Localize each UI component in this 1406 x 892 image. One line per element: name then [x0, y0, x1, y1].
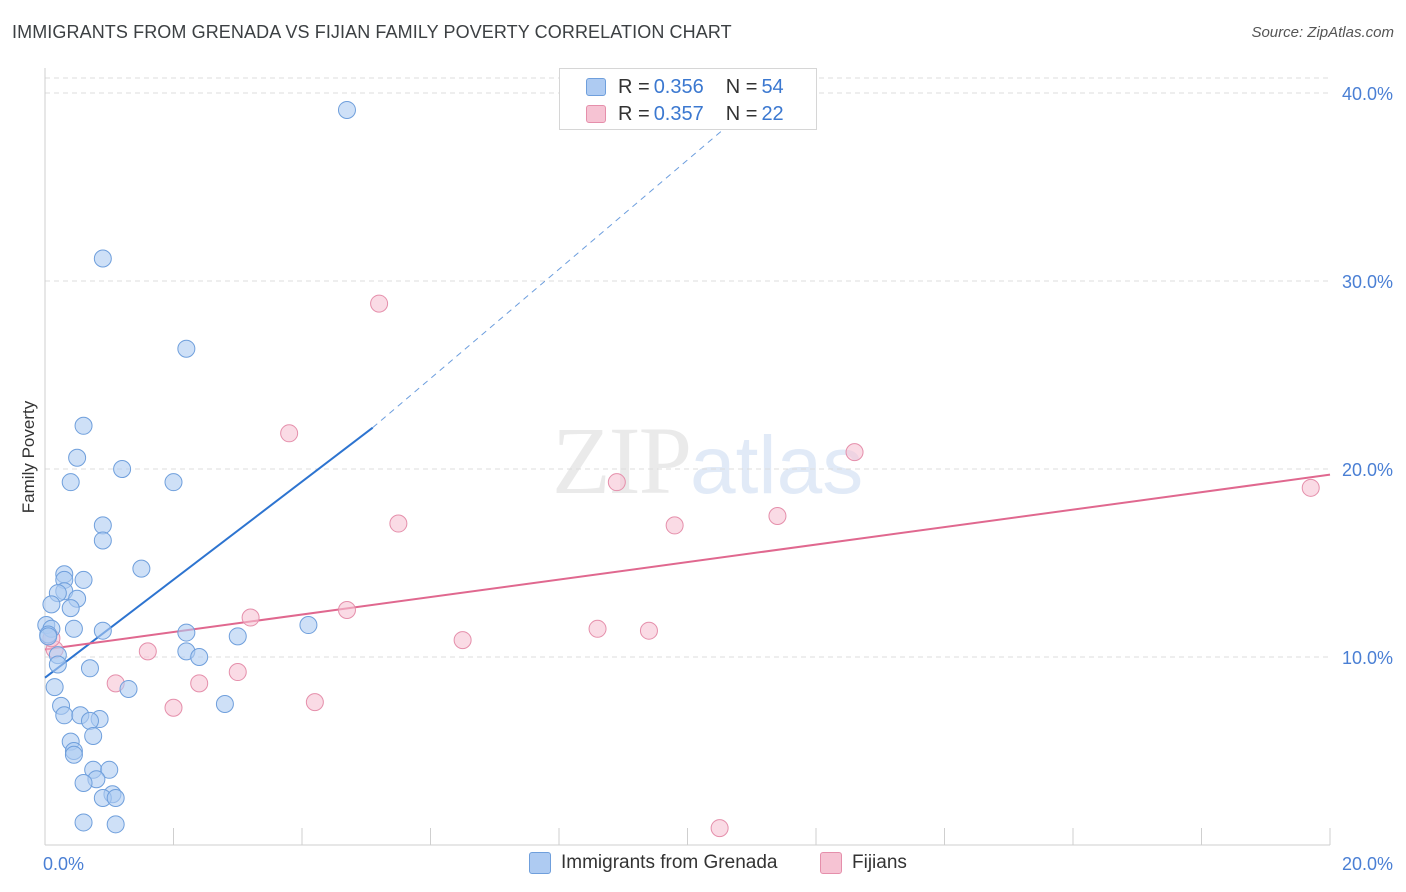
point-fijians [138, 642, 157, 661]
point-grenada [61, 599, 80, 618]
point-grenada [132, 559, 151, 578]
point-fijians [280, 424, 299, 443]
point-grenada [93, 531, 112, 550]
point-grenada [190, 648, 209, 667]
point-fijians [665, 516, 684, 535]
point-fijians [588, 619, 607, 638]
point-grenada [42, 595, 61, 614]
point-grenada [100, 760, 119, 779]
point-grenada [74, 416, 93, 435]
point-grenada [164, 473, 183, 492]
point-fijians [228, 663, 247, 682]
point-grenada [39, 627, 58, 646]
point-grenada [228, 627, 247, 646]
point-grenada [48, 655, 67, 674]
legend-r-label: R = [618, 102, 650, 125]
legend-r-value: 0.357 [653, 102, 704, 125]
point-grenada [177, 623, 196, 642]
y-tick-label: 10.0% [1342, 648, 1393, 668]
legend-swatch-pink [586, 105, 606, 123]
point-grenada [74, 570, 93, 589]
trend-line-grenada-extension [372, 77, 785, 429]
watermark-atlas: atlas [690, 420, 864, 511]
point-fijians [710, 819, 729, 838]
point-grenada [80, 659, 99, 678]
point-fijians [190, 674, 209, 693]
data-points [37, 100, 1320, 838]
point-grenada [84, 726, 103, 745]
point-grenada [93, 249, 112, 268]
legend-n-value: 22 [761, 102, 784, 125]
bottom-legend-grenada: Immigrants from Grenada [529, 852, 777, 874]
point-grenada [64, 745, 83, 764]
point-fijians [768, 507, 787, 526]
correlation-legend: R = 0.356 N = 54 R = 0.357 N = 22 [559, 68, 817, 130]
legend-n-value: 54 [761, 75, 784, 98]
legend-swatch-blue [586, 78, 606, 96]
tick-labels: 10.0% 20.0% 30.0% 40.0% 0.0% 20.0% [43, 84, 1393, 874]
point-grenada [106, 815, 125, 834]
axes [44, 68, 1331, 846]
y-tick-label: 40.0% [1342, 84, 1393, 104]
bottom-legend-label-fijians: Fijians [852, 852, 907, 873]
point-grenada [64, 619, 83, 638]
x-tick-label-start: 0.0% [43, 854, 84, 874]
chart-title: IMMIGRANTS FROM GRENADA VS FIJIAN FAMILY… [12, 22, 732, 42]
grid-lines [45, 77, 1330, 658]
watermark-zip: ZIP [552, 407, 692, 514]
point-grenada [80, 711, 99, 730]
point-fijians [453, 631, 472, 650]
watermark: ZIPatlas [552, 405, 863, 516]
point-grenada [113, 460, 132, 479]
y-axis-label: Family Poverty [19, 400, 38, 513]
point-fijians [1301, 478, 1320, 497]
point-fijians [241, 608, 260, 627]
trend-lines [44, 77, 1331, 679]
point-grenada [299, 616, 318, 635]
x-tick-label-end: 20.0% [1342, 854, 1393, 874]
legend-row-fijians: R = 0.357 N = 22 [586, 102, 784, 126]
point-grenada [68, 448, 87, 467]
trend-line-fijians [44, 473, 1331, 651]
point-fijians [607, 473, 626, 492]
point-grenada [93, 516, 112, 535]
point-grenada [45, 678, 64, 697]
source-label: Source: ZipAtlas.com [1251, 24, 1394, 41]
point-grenada [61, 473, 80, 492]
point-fijians [389, 514, 408, 533]
bottom-legend-label-grenada: Immigrants from Grenada [561, 852, 778, 873]
legend-n-label: N = [725, 102, 758, 125]
bottom-legend-swatch-blue [529, 852, 551, 874]
point-grenada [119, 679, 138, 698]
point-fijians [370, 294, 389, 313]
trend-line-grenada [44, 426, 374, 679]
point-grenada [106, 789, 125, 808]
point-fijians [305, 693, 324, 712]
point-fijians [639, 621, 658, 640]
y-tick-label: 30.0% [1342, 272, 1393, 292]
point-grenada [215, 695, 234, 714]
legend-row-grenada: R = 0.356 N = 54 [586, 75, 784, 99]
point-fijians [845, 443, 864, 462]
legend-r-label: R = [618, 75, 650, 98]
legend-r-value: 0.356 [653, 75, 704, 98]
point-grenada [177, 339, 196, 358]
y-tick-label: 20.0% [1342, 460, 1393, 480]
point-grenada [55, 706, 74, 725]
point-grenada [93, 621, 112, 640]
point-grenada [74, 773, 93, 792]
bottom-legend-swatch-pink [820, 852, 842, 874]
point-fijians [164, 698, 183, 717]
point-grenada [74, 813, 93, 832]
legend-n-label: N = [725, 75, 758, 98]
bottom-legend-fijians: Fijians [820, 852, 907, 874]
point-fijians [337, 601, 356, 620]
point-grenada [337, 100, 356, 119]
